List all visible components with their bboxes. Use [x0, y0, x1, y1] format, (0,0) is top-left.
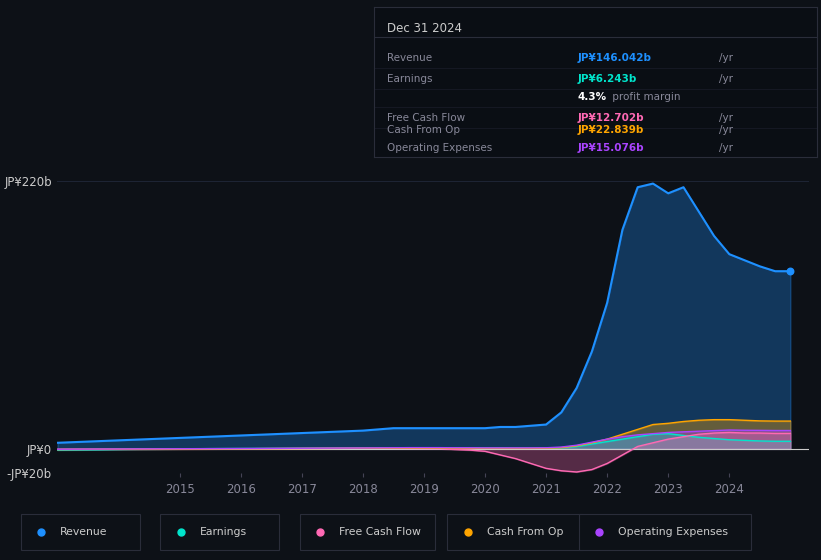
Text: Earnings: Earnings [387, 74, 433, 84]
Text: profit margin: profit margin [608, 92, 680, 102]
FancyBboxPatch shape [160, 514, 279, 550]
FancyBboxPatch shape [21, 514, 140, 550]
FancyBboxPatch shape [447, 514, 583, 550]
Text: Dec 31 2024: Dec 31 2024 [387, 22, 462, 35]
Text: /yr: /yr [719, 74, 733, 84]
Text: /yr: /yr [719, 53, 733, 63]
Text: Revenue: Revenue [60, 527, 108, 537]
Point [784, 267, 797, 276]
Text: /yr: /yr [719, 143, 733, 153]
Text: Free Cash Flow: Free Cash Flow [339, 527, 421, 537]
Text: /yr: /yr [719, 113, 733, 123]
Text: /yr: /yr [719, 125, 733, 135]
Text: Operating Expenses: Operating Expenses [618, 527, 728, 537]
Text: Earnings: Earnings [200, 527, 246, 537]
Text: Cash From Op: Cash From Op [487, 527, 563, 537]
Text: JP¥22.839b: JP¥22.839b [577, 125, 644, 135]
Text: JP¥146.042b: JP¥146.042b [577, 53, 652, 63]
Text: Operating Expenses: Operating Expenses [387, 143, 492, 153]
Text: Cash From Op: Cash From Op [387, 125, 460, 135]
Text: Revenue: Revenue [387, 53, 432, 63]
Text: JP¥6.243b: JP¥6.243b [577, 74, 637, 84]
Text: Free Cash Flow: Free Cash Flow [387, 113, 465, 123]
Text: JP¥12.702b: JP¥12.702b [577, 113, 644, 123]
Text: JP¥15.076b: JP¥15.076b [577, 143, 644, 153]
Text: 4.3%: 4.3% [577, 92, 607, 102]
FancyBboxPatch shape [300, 514, 435, 550]
FancyBboxPatch shape [579, 514, 751, 550]
